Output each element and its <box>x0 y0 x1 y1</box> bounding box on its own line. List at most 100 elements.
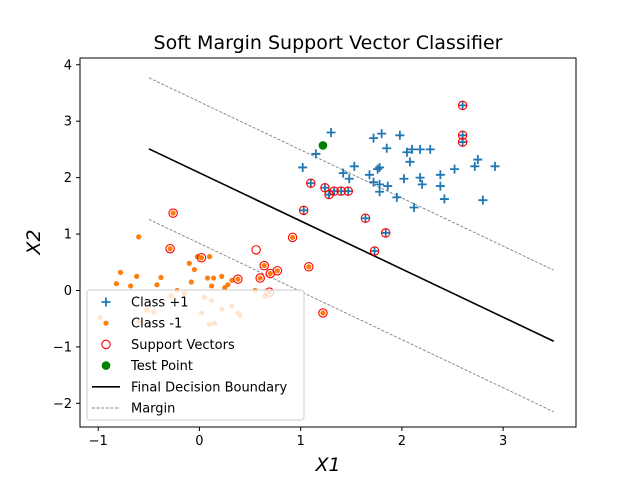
support-vector-marker <box>196 252 207 263</box>
legend-ring-icon <box>101 339 111 350</box>
class-pos-point <box>382 143 392 153</box>
class-pos-point <box>417 179 427 189</box>
class-pos-point <box>344 174 354 184</box>
axes-layer: −1 0 1 2 3 −2 −1 0 1 2 3 4 <box>53 58 507 449</box>
support-vector-marker <box>457 130 468 141</box>
class-pos-point <box>409 203 419 213</box>
support-vector-marker <box>298 205 309 216</box>
class-pos-point <box>470 161 480 171</box>
legend-label: Test Point <box>130 359 193 374</box>
support-vector-marker <box>272 265 283 276</box>
x-tick-label: 1 <box>297 434 305 449</box>
class-neg-point <box>134 273 140 279</box>
class-pos-point <box>381 228 391 238</box>
class-pos-point <box>365 170 375 180</box>
class-pos-point <box>435 170 445 180</box>
class-neg-point <box>186 260 192 266</box>
support-vector-marker <box>306 178 316 189</box>
legend-label: Final Decision Boundary <box>131 380 287 395</box>
y-tick-label: −1 <box>53 340 72 355</box>
class-neg-point <box>128 283 134 289</box>
class-neg-point <box>289 234 296 241</box>
class-neg-point <box>208 283 215 289</box>
class-pos-point <box>405 157 415 167</box>
class-pos-point <box>399 174 409 184</box>
class-neg-point <box>206 254 213 260</box>
x-tick-label: 2 <box>398 434 406 449</box>
class-pos-point <box>402 147 412 157</box>
class-pos-point <box>299 205 309 215</box>
legend-plus-icon <box>101 297 111 307</box>
y-tick-label: 3 <box>64 115 72 130</box>
class-neg-point <box>204 275 211 281</box>
class-pos-point <box>326 127 336 137</box>
support-vector-marker <box>336 186 346 196</box>
class-pos-point <box>450 164 460 174</box>
class-neg-point <box>188 279 194 285</box>
support-vector-marker <box>287 232 298 243</box>
class-neg-point <box>267 270 273 277</box>
y-tick-label: 1 <box>64 228 72 243</box>
class-neg-point <box>261 263 267 269</box>
decision-boundary-line <box>148 148 555 342</box>
support-vector-marker <box>343 186 353 196</box>
legend-dot-icon <box>103 320 109 326</box>
x-tick-label: 0 <box>195 434 203 449</box>
support-vector-marker <box>380 228 391 238</box>
support-vector-marker <box>251 245 261 255</box>
class-neg-point <box>191 266 197 273</box>
class-neg-point <box>274 268 280 274</box>
class-pos-point <box>360 213 370 223</box>
legend-box <box>86 289 305 421</box>
class-pos-point <box>473 155 483 165</box>
class-pos-point <box>383 181 393 191</box>
margin-line <box>148 77 554 271</box>
x-tick-label: 3 <box>499 434 507 449</box>
class-pos-point <box>338 168 348 178</box>
class-neg-point <box>154 282 160 288</box>
legend-label: Support Vectors <box>131 338 235 353</box>
support-vector-marker <box>318 308 328 318</box>
class-neg-point <box>113 281 120 287</box>
x-tick-label: −1 <box>89 434 108 449</box>
support-vector-marker <box>457 137 468 147</box>
y-tick-label: 0 <box>64 284 72 299</box>
y-tick-label: −2 <box>53 397 72 412</box>
class-pos-point <box>392 192 402 202</box>
class-neg-point <box>235 276 241 282</box>
support-vector-marker <box>233 274 243 284</box>
class-pos-point <box>395 130 405 140</box>
legend: Class +1 Class -1 Support Vectors Test Poin… <box>86 289 305 421</box>
class-pos-point <box>369 133 379 143</box>
chart-title: Soft Margin Support Vector Classifier <box>154 32 503 54</box>
support-vector-marker <box>320 183 330 193</box>
support-vector-marker <box>259 260 269 271</box>
class-pos-point <box>425 144 435 154</box>
legend-label: Class +1 <box>131 296 189 311</box>
margin-line <box>148 218 554 413</box>
y-tick-label: 4 <box>64 58 72 73</box>
class-pos-point <box>478 195 488 205</box>
class-neg-point <box>320 310 326 316</box>
support-vector-marker <box>255 273 265 283</box>
class-pos-point <box>415 173 425 183</box>
class-pos-point <box>435 181 445 191</box>
class-neg-point <box>170 210 176 216</box>
support-vector-marker <box>369 246 380 256</box>
class-pos-point <box>377 129 387 139</box>
class-pos-point <box>415 144 425 154</box>
support-vector-marker <box>324 189 334 200</box>
support-vector-marker <box>360 213 371 223</box>
class-pos-point <box>458 100 468 110</box>
class-pos-point <box>320 183 330 193</box>
legend-label: Class -1 <box>131 317 182 332</box>
class-pos-point <box>349 161 359 171</box>
class-pos-point <box>298 162 308 172</box>
class-pos-point <box>375 187 385 197</box>
class-pos-point <box>306 178 316 188</box>
class-pos-point <box>375 162 385 172</box>
class-neg-point <box>219 273 225 279</box>
class-pos-point <box>369 177 379 187</box>
legend-green-dot-icon <box>101 361 111 370</box>
